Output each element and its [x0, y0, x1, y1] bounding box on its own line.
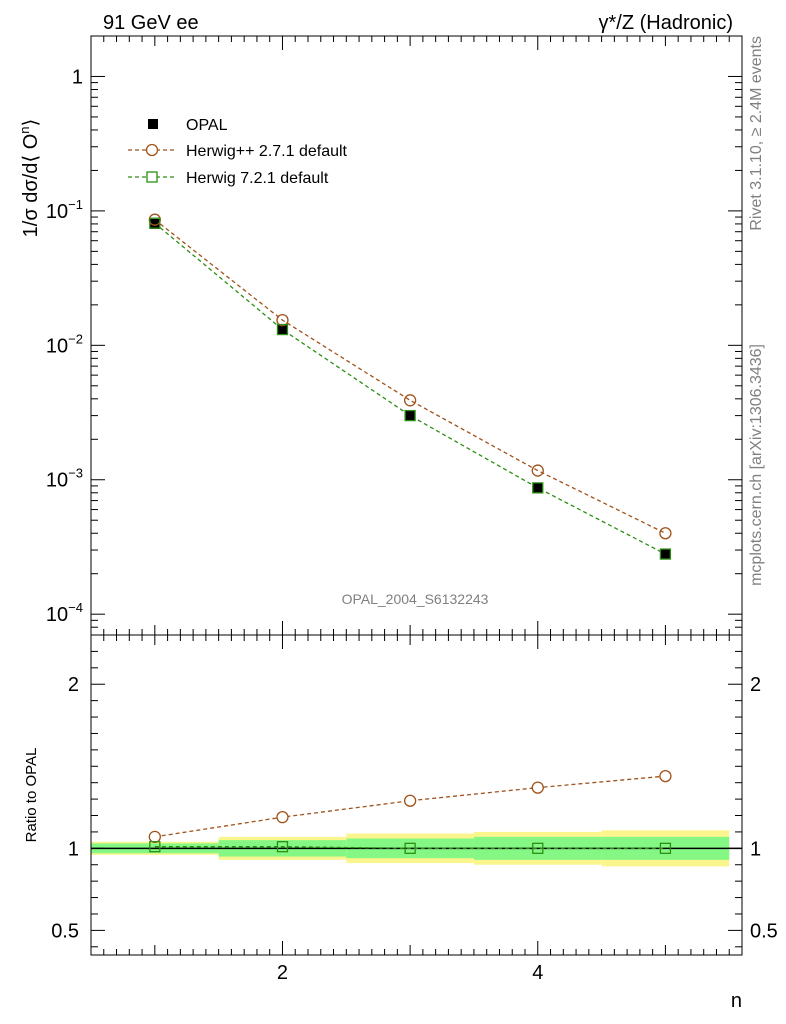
header-left: 91 GeV ee — [103, 12, 199, 34]
mcplots-label: mcplots.cern.ch [arXiv:1306.3436] — [748, 344, 765, 586]
main-point-herwig7 — [659, 548, 672, 560]
legend-item-opal: OPAL — [148, 117, 228, 134]
main-ylabel-text: 1/σ dσ/d⟨ On⟩ — [17, 119, 42, 238]
main-point-opal — [149, 218, 160, 229]
main-point-opal — [405, 410, 416, 421]
main-line-herwigpp — [154, 219, 666, 534]
ratio-xtick-label: 4 — [532, 962, 543, 984]
header-right: γ*/Z (Hadronic) — [599, 12, 733, 34]
main-point-herwig7 — [276, 323, 289, 336]
main-point-herwig7 — [532, 482, 544, 494]
main-point-opal — [277, 325, 288, 336]
ratio-ytick-label: 1 — [68, 838, 79, 860]
ratio-series — [148, 769, 672, 854]
main-ytick-label: 10−2 — [46, 331, 83, 357]
ratio-point-herwig7 — [404, 842, 416, 854]
ratio-point-herwigpp — [659, 769, 672, 783]
main-ytick-label: 10−4 — [46, 600, 83, 626]
main-ytick-label: 1 — [72, 66, 83, 88]
ratio-axis-ticks: 2 2 1 1 0.5 0.5 2 4 — [51, 635, 778, 984]
main-series — [148, 213, 672, 560]
ratio-ytick-label: 2 — [68, 674, 79, 696]
ratio-line-herwigpp — [154, 775, 666, 838]
ratio-ytick-label-right: 0.5 — [750, 920, 778, 942]
main-ytick-exponent: −2 — [68, 331, 83, 346]
x-axis-label: n — [731, 990, 742, 1012]
legend-item-herwig7: Herwig 7.2.1 default — [128, 170, 329, 187]
main-point-herwigpp — [276, 313, 289, 327]
ratio-point-herwig7 — [149, 841, 161, 853]
rivet-label: Rivet 3.1.10, ≥ 2.4M events — [748, 36, 765, 231]
ratio-point-herwig7 — [532, 842, 544, 854]
ratio-point-herwigpp — [531, 781, 544, 794]
legend-label-opal: OPAL — [186, 117, 228, 134]
ratio-line-herwig7 — [154, 846, 666, 849]
ratio-uncertainty-band — [91, 830, 742, 867]
ratio-ytick-label: 0.5 — [51, 920, 79, 942]
ratio-ylabel: Ratio to OPAL — [23, 748, 40, 843]
main-ytick-exponent: −4 — [68, 600, 83, 615]
legend-marker-opal — [148, 119, 158, 129]
main-ytick-exponent: −3 — [68, 466, 83, 481]
legend-marker-herwig7 — [146, 171, 158, 183]
main-point-herwig7 — [404, 409, 416, 422]
ratio-point-herwig7 — [276, 841, 289, 853]
main-point-herwig7 — [149, 217, 161, 229]
ratio-point-herwigpp — [276, 811, 289, 824]
main-line-herwig7 — [154, 222, 666, 555]
main-ytick-label: 10−1 — [46, 197, 83, 223]
legend-label-herwigpp: Herwig++ 2.7.1 default — [186, 143, 348, 160]
ratio-ytick-label-right: 1 — [750, 838, 761, 860]
main-ylabel: 1/σ dσ/d⟨ On⟩ — [17, 119, 42, 238]
main-point-herwigpp — [531, 464, 544, 477]
ratio-point-herwigpp — [403, 794, 417, 807]
main-point-opal — [660, 549, 671, 560]
main-ytick-label: 10−3 — [46, 466, 83, 492]
ratio-panel: 2 2 1 1 0.5 0.5 2 4 — [51, 634, 778, 984]
legend-marker-herwigpp — [145, 143, 159, 157]
main-point-herwigpp — [659, 527, 672, 540]
legend: OPAL Herwig++ 2.7.1 default Herwig 7.2.1… — [128, 117, 348, 187]
main-ytick-exponent: −1 — [68, 197, 83, 212]
ratio-ytick-label-right: 2 — [750, 674, 761, 696]
ratio-frame — [90, 634, 743, 956]
legend-label-herwig7: Herwig 7.2.1 default — [186, 170, 329, 187]
ratio-xtick-label: 2 — [277, 962, 288, 984]
ratio-point-herwigpp — [148, 830, 161, 843]
main-point-opal — [532, 482, 543, 493]
ratio-point-herwig7 — [659, 842, 672, 854]
legend-item-herwigpp: Herwig++ 2.7.1 default — [128, 143, 348, 160]
main-point-herwigpp — [403, 394, 417, 407]
analysis-watermark: OPAL_2004_S6132243 — [342, 591, 489, 607]
